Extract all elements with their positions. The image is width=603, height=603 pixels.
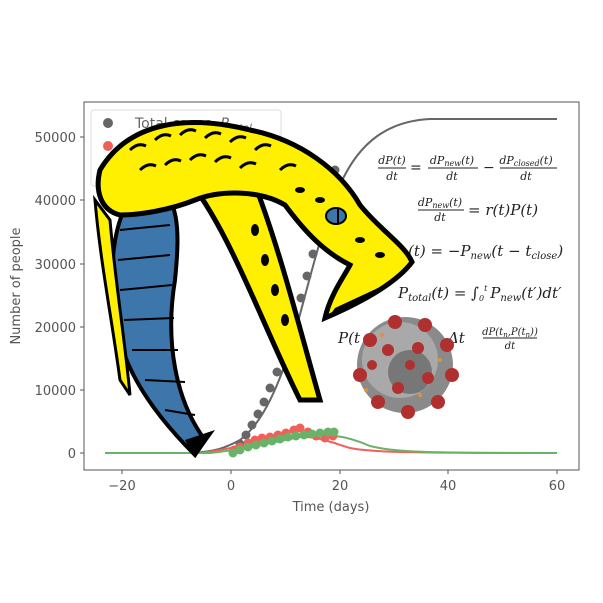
svg-text:dP(t): dP(t): [378, 154, 405, 167]
x-tick-label: 60: [549, 479, 566, 494]
svg-text:dPnew(t): dPnew(t): [418, 196, 462, 210]
equation-3: (t) = −Pnew(t − tclose): [408, 242, 563, 262]
y-tick-label: 30000: [35, 258, 76, 273]
svg-text:=: =: [410, 160, 422, 176]
x-axis-label: Time (days): [292, 500, 370, 515]
x-axis: −20 0 20 40 60 Time (days): [108, 470, 565, 515]
closed-cases-points: [228, 427, 339, 458]
svg-text:dP(tn,P(tn)): dP(tn,P(tn)): [482, 327, 538, 339]
y-tick-label: 20000: [35, 321, 76, 336]
y-axis: 0 10000 20000 30000 40000 50000 Number o…: [9, 131, 84, 462]
x-tick-label: 40: [440, 479, 457, 494]
snake-illustration: [93, 120, 415, 459]
svg-text:dt: dt: [505, 341, 516, 352]
x-tick-label: 0: [227, 479, 235, 494]
y-tick-label: 10000: [35, 384, 76, 399]
svg-text:dt: dt: [520, 170, 532, 183]
svg-text:= r(t)P(t): = r(t)P(t): [468, 201, 538, 219]
svg-text:−: −: [483, 160, 495, 176]
svg-text:dt: dt: [434, 211, 446, 224]
y-tick-label: 50000: [35, 131, 76, 146]
y-tick-label: 0: [68, 447, 76, 462]
coronavirus-image: [353, 315, 459, 419]
legend-total-marker: [103, 118, 113, 128]
equation-1: dP(t) dt = dPnew(t) dt − dPclosed(t) dt: [378, 154, 557, 183]
x-tick-label: −20: [108, 479, 135, 494]
svg-text:dPclosed(t): dPclosed(t): [499, 154, 552, 168]
legend-new-marker: [103, 141, 113, 151]
equation-4: Ptotal(t) = ∫0t Pnew(t′)dt′: [397, 284, 562, 304]
svg-text:dt: dt: [446, 170, 458, 183]
y-axis-label: Number of people: [9, 227, 24, 344]
x-tick-label: 20: [332, 479, 349, 494]
svg-text:dt: dt: [386, 170, 398, 183]
svg-text:dPnew(t): dPnew(t): [430, 154, 474, 168]
y-tick-label: 40000: [35, 194, 76, 209]
equation-2: dPnew(t) dt = r(t)P(t): [418, 196, 538, 224]
